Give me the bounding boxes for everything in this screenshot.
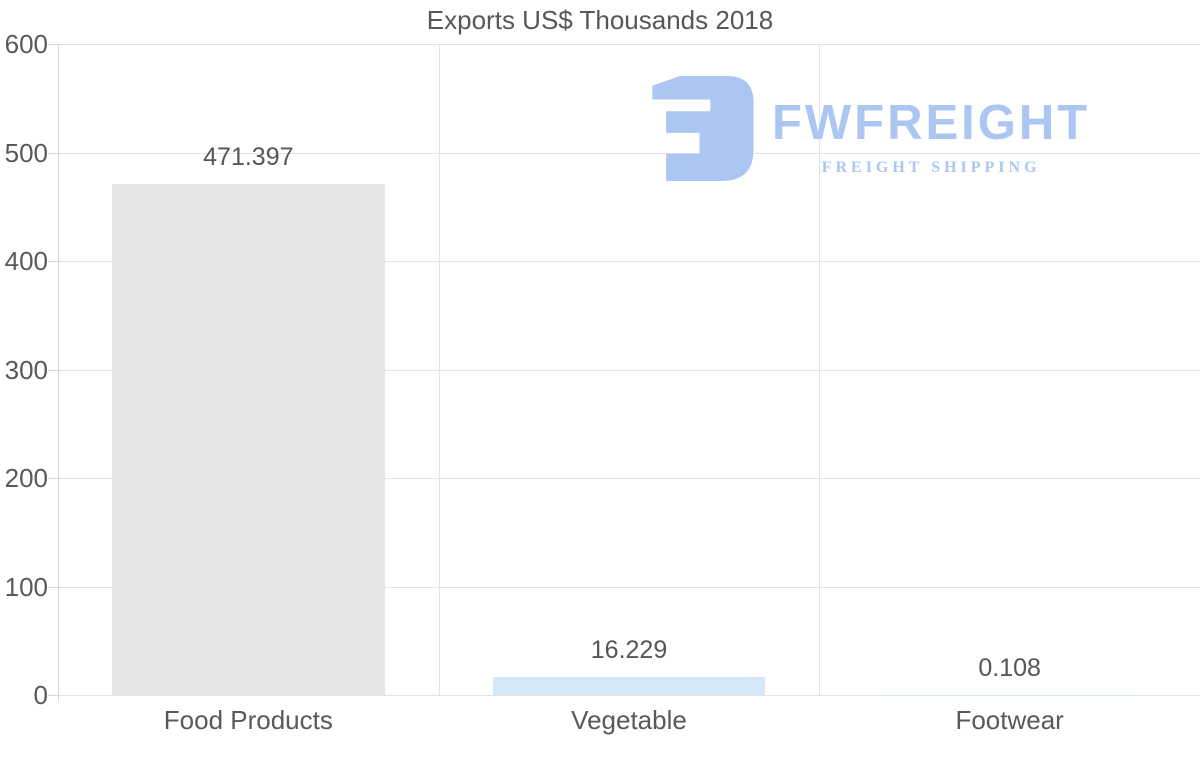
- brand-text-block: FWFREIGHT FREIGHT SHIPPING: [772, 73, 1090, 177]
- y-tick-label: 400: [4, 246, 48, 276]
- y-tick-label: 600: [4, 29, 48, 59]
- y-tick-mark: [48, 261, 58, 262]
- category-label: Footwear: [955, 705, 1064, 735]
- category-label: Food Products: [163, 705, 333, 735]
- y-tick-label: 100: [4, 571, 48, 602]
- gridline-horizontal: [58, 369, 1200, 371]
- gridline-horizontal: [58, 44, 1200, 45]
- y-tick-mark: [48, 586, 58, 588]
- y-tick-mark: [48, 369, 58, 371]
- y-tick-mark: [48, 44, 58, 45]
- gridline-horizontal: [58, 261, 1200, 262]
- y-tick-label: 300: [4, 354, 48, 385]
- gridline-horizontal: [58, 586, 1200, 588]
- brand-tagline: FREIGHT SHIPPING: [821, 159, 1041, 176]
- gridline-vertical: [819, 44, 821, 695]
- y-tick-label: 200: [4, 463, 48, 493]
- gridline-horizontal: [58, 478, 1200, 479]
- bar-value-label: 16.229: [590, 636, 668, 665]
- y-tick-label: 500: [4, 137, 48, 168]
- bar: [111, 183, 385, 695]
- bar: [492, 677, 766, 695]
- gridline-horizontal: [58, 152, 1200, 154]
- y-tick-mark: [48, 695, 58, 696]
- y-tick-mark: [48, 152, 58, 154]
- y-tick-label: 0: [33, 680, 48, 710]
- chart-title: Exports US$ Thousands 2018: [426, 5, 774, 35]
- bar-value-label: 0.108: [978, 653, 1041, 682]
- bar-value-label: 471.397: [203, 142, 294, 171]
- gridline-horizontal: [58, 695, 1200, 696]
- brand-logo: FWFREIGHT FREIGHT SHIPPING: [648, 73, 1090, 181]
- gridline-vertical: [438, 44, 440, 695]
- y-tick-mark: [48, 478, 58, 479]
- category-label: Vegetable: [571, 705, 687, 735]
- brand-name: FWFREIGHT: [772, 96, 1091, 150]
- y-axis-line: [58, 44, 59, 701]
- fwfreight-logo-icon: [652, 75, 754, 181]
